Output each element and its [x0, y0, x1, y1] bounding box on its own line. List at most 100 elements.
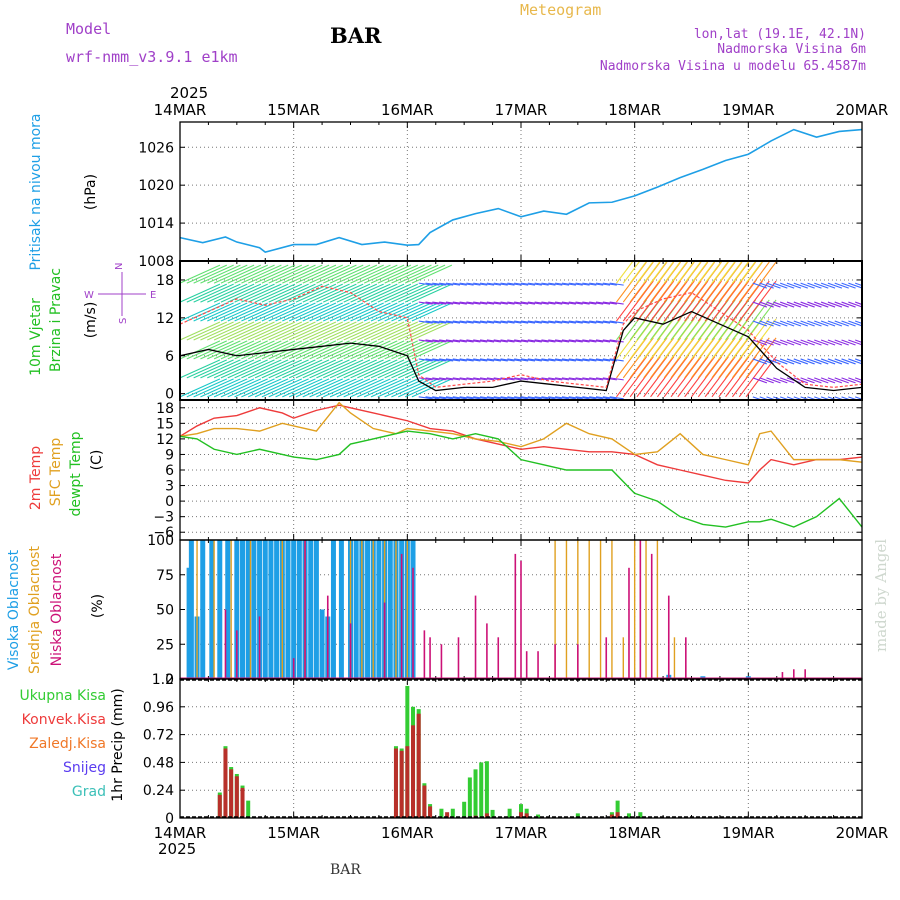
wind-arrow [329, 264, 371, 284]
wind-arrow [827, 339, 843, 346]
wind-arrow [343, 283, 384, 303]
wind-arrow [254, 264, 296, 284]
precip-legend-2: Zaledj.Kisa [29, 736, 106, 752]
wind-arrow [773, 301, 788, 308]
wind-arrow [848, 339, 862, 346]
wind-arrow [834, 339, 849, 346]
precip-bar [575, 813, 580, 818]
wind-arrow [800, 358, 815, 365]
wind-arrow [220, 283, 262, 303]
wind-arrow [800, 282, 815, 289]
y-tick-label: 15 [156, 416, 174, 432]
wind-arrow [848, 282, 862, 289]
wind-arrow [773, 320, 788, 327]
wind-arrow [227, 264, 268, 284]
wind-arrow [793, 358, 808, 365]
wind-arrow [186, 321, 228, 341]
wind-arrow [459, 301, 474, 305]
wind-arrow [568, 377, 583, 381]
wind-arrow [200, 264, 241, 284]
wind-arrow [582, 358, 597, 362]
wind-arrow [363, 321, 405, 341]
wind-arrow [329, 302, 371, 322]
wind-arrow [752, 320, 768, 327]
wind-arrow [820, 301, 836, 308]
wind-arrow [445, 320, 461, 324]
wind-arrow [793, 282, 808, 289]
wind-arrow [820, 377, 836, 384]
model-elevation: Nadmorska Visina u modelu 65.4587m [600, 59, 866, 74]
wind-arrow [241, 359, 282, 379]
wind-arrow [561, 320, 576, 324]
wind-arrow [261, 378, 303, 398]
wind-arrow [370, 378, 412, 398]
precip-bar [416, 713, 421, 818]
wind-arrow [759, 320, 774, 327]
wind-arrow [357, 283, 398, 303]
wind-arrow [295, 264, 337, 284]
wind-arrow [288, 264, 330, 284]
y-tick-label: 25 [156, 637, 174, 653]
x-label-top: 18MAR [608, 101, 661, 119]
wind-arrow [322, 283, 364, 303]
wind-arrow [322, 378, 364, 398]
wind-arrow [180, 302, 221, 322]
precip-legend-0: Ukupna Kisa [19, 688, 106, 704]
y-tick-label: 1026 [138, 140, 174, 156]
wind-arrow [261, 321, 303, 341]
wind-arrow [302, 283, 343, 303]
wind-arrow [541, 396, 556, 400]
wind-arrow [288, 302, 330, 322]
y-tick-label: 75 [156, 568, 174, 584]
wind-arrow [261, 283, 303, 303]
top-year: 2025 [170, 84, 208, 102]
wind-arrow [295, 359, 337, 379]
wind-arrow [213, 340, 255, 360]
wind-arrow [384, 340, 425, 360]
precip-ylabel: 1hr Precip (mm) [110, 688, 126, 801]
wind-arrow [534, 339, 549, 343]
wind-arrow [459, 282, 474, 286]
wind-arrow [282, 264, 323, 284]
wind-arrow [247, 359, 289, 379]
wind-arrow [514, 320, 529, 324]
wind-arrow [814, 301, 829, 308]
wind-arrow [493, 377, 508, 381]
wind-arrow [186, 302, 228, 322]
wind-arrow [316, 321, 357, 341]
wind-arrow [227, 321, 268, 341]
precip-bar [626, 813, 631, 818]
wind-arrow [247, 321, 289, 341]
y-tick-label: 0 [165, 811, 174, 827]
wind-arrow [807, 320, 822, 327]
wind-arrow [459, 396, 474, 400]
wind-arrow [834, 377, 849, 384]
wind-arrow [329, 378, 371, 398]
wind-arrow [234, 321, 275, 341]
wind-arrow [398, 302, 439, 322]
wind-arrow [820, 358, 836, 365]
wind-arrow [595, 377, 611, 381]
wind-arrow [480, 320, 495, 324]
wind-arrow [480, 377, 495, 381]
panel-frame [179, 678, 863, 819]
wind-arrow [241, 302, 282, 322]
wind-arrow [363, 340, 405, 360]
wind-arrow [241, 378, 282, 398]
wind-arrow [295, 302, 337, 322]
wind-arrow [466, 339, 481, 343]
wind-arrow [275, 321, 316, 341]
wind-arrow [268, 359, 309, 379]
wind-arrow [241, 321, 282, 341]
wind-arrow [582, 301, 597, 305]
wind-arrow [418, 301, 433, 305]
wind-arrow [186, 359, 228, 379]
wind-arrow [595, 339, 611, 343]
wind-arrow [384, 264, 425, 284]
precip-bar [428, 806, 433, 818]
wind-arrow [548, 320, 563, 324]
wind-arrow [302, 321, 343, 341]
compass-e: E [150, 290, 156, 301]
wind-arrow [773, 358, 788, 365]
wind-arrow [527, 339, 542, 343]
